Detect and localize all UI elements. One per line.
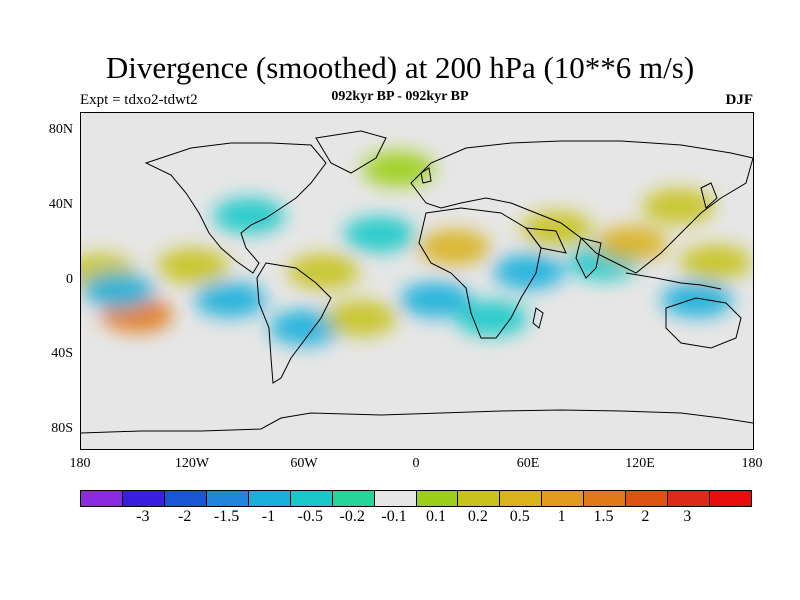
- colorbar-swatch: [500, 491, 543, 506]
- colorbar-swatch: [81, 491, 123, 506]
- divergence-map: [81, 130, 753, 434]
- colorbar-swatch: [458, 491, 501, 506]
- divergence-anomaly: [455, 300, 528, 337]
- divergence-anomaly: [521, 210, 593, 247]
- divergence-anomaly: [82, 272, 155, 309]
- colorbar-swatch: [584, 491, 627, 506]
- colorbar-label: 0.1: [425, 508, 446, 525]
- colorbar-label: 0.5: [509, 508, 530, 525]
- colorbar-swatch: [668, 491, 711, 506]
- colorbar-label: -2: [178, 508, 192, 525]
- x-tick-120w: 120W: [174, 456, 210, 471]
- colorbar-swatch: [416, 491, 459, 506]
- divergence-anomaly: [595, 225, 668, 262]
- colorbar-label: -3: [136, 508, 150, 525]
- divergence-anomaly: [399, 281, 472, 318]
- colorbar-swatch: [626, 491, 669, 506]
- colorbar-swatch: [332, 491, 375, 506]
- y-tick-80s: 80S: [51, 421, 73, 436]
- x-tick-60w: 60W: [290, 456, 318, 471]
- divergence-anomaly: [325, 300, 397, 337]
- x-tick-0: 0: [412, 456, 420, 471]
- divergence-anomaly: [343, 216, 416, 253]
- divergence-anomaly: [418, 229, 491, 266]
- divergence-anomaly: [157, 248, 229, 285]
- colorbar-label: 1: [557, 508, 566, 525]
- colorbar-label: 2: [641, 508, 650, 525]
- x-tick-180w: 180: [69, 456, 91, 471]
- divergence-anomaly: [362, 151, 435, 187]
- colorbar-swatch: [122, 491, 165, 506]
- coastlines: [81, 130, 753, 434]
- plot-title: Divergence (smoothed) at 200 hPa (10**6 …: [105, 50, 695, 85]
- experiment-label: Expt = tdxo2-tdwt2: [80, 92, 198, 108]
- divergence-field: [81, 151, 752, 346]
- map-panel: [80, 112, 754, 450]
- colorbar-label: -1.5: [213, 508, 240, 525]
- colorbar-swatch: [206, 491, 249, 506]
- divergence-anomaly: [194, 281, 267, 318]
- period-label: 092kyr BP - 092kyr BP: [331, 89, 469, 104]
- colorbar-swatch: [248, 491, 291, 506]
- colorbar-label: 3: [683, 508, 692, 525]
- x-tick-120e: 120E: [625, 456, 655, 471]
- divergence-anomaly: [493, 253, 565, 290]
- divergence-anomaly: [269, 309, 341, 346]
- colorbar-swatch: [290, 491, 333, 506]
- y-tick-0: 0: [66, 272, 73, 287]
- y-tick-80n: 80N: [48, 122, 73, 137]
- divergence-anomaly: [679, 244, 752, 281]
- season-label: DJF: [725, 92, 754, 108]
- y-tick-40n: 40N: [48, 197, 73, 212]
- colorbar-label: 1.5: [593, 508, 614, 525]
- divergence-anomaly: [287, 253, 360, 290]
- colorbar-label: -0.1: [381, 508, 407, 525]
- colorbar-swatch: [374, 491, 417, 506]
- x-tick-60e: 60E: [516, 456, 540, 471]
- y-tick-40s: 40S: [51, 346, 73, 361]
- colorbar-label: -0.5: [297, 508, 323, 525]
- x-tick-180e: 180: [741, 456, 763, 471]
- colorbar-swatch: [710, 491, 751, 506]
- colorbar-label: 0.2: [467, 508, 488, 525]
- divergence-anomaly: [661, 281, 733, 318]
- colorbar-swatch: [164, 491, 207, 506]
- colorbar-label: -1: [261, 508, 276, 525]
- divergence-anomaly: [213, 197, 285, 234]
- colorbar: [80, 490, 752, 507]
- colorbar-label: -0.2: [339, 508, 365, 525]
- divergence-anomaly: [642, 188, 715, 225]
- colorbar-swatch: [542, 491, 585, 506]
